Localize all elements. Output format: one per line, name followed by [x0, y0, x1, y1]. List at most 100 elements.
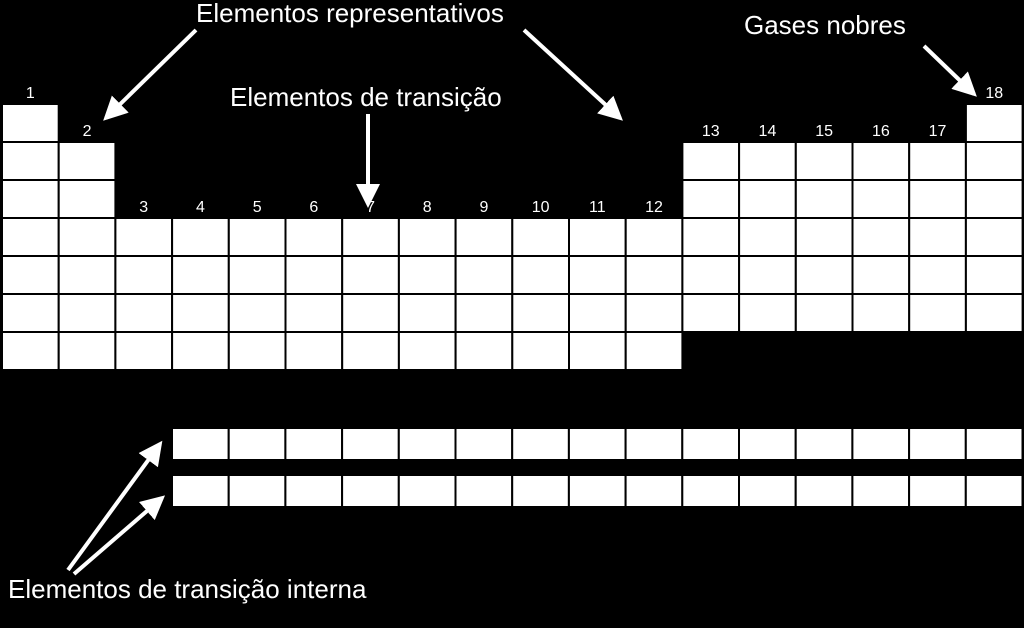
- table-cell: [59, 218, 116, 256]
- table-cell: [853, 142, 910, 180]
- group-number-label: 11: [589, 199, 606, 216]
- table-cell: [796, 294, 853, 332]
- table-cell: [59, 256, 116, 294]
- table-cell: [966, 294, 1023, 332]
- table-cell: [229, 294, 286, 332]
- table-cell: [399, 256, 456, 294]
- group-number-label: 13: [702, 123, 720, 140]
- fblock-cell: [739, 475, 796, 507]
- fblock-cell: [399, 475, 456, 507]
- table-cell: [456, 332, 513, 370]
- table-cell: [966, 104, 1023, 142]
- table-cell: [682, 294, 739, 332]
- table-cell: [512, 218, 569, 256]
- group-number-label: 17: [929, 123, 947, 140]
- fblock-cell: [796, 475, 853, 507]
- table-cell: [59, 142, 116, 180]
- table-cell: [59, 294, 116, 332]
- label-transicao: Elementos de transição: [230, 82, 502, 112]
- fblock-cell: [285, 475, 342, 507]
- table-cell: [286, 218, 343, 256]
- table-cell: [229, 218, 286, 256]
- table-cell: [2, 332, 59, 370]
- table-cell: [853, 294, 910, 332]
- label-nobres: Gases nobres: [744, 10, 906, 40]
- table-cell: [853, 180, 910, 218]
- fblock-cell: [512, 428, 569, 460]
- group-number-label: 14: [759, 123, 777, 140]
- table-cell: [172, 294, 229, 332]
- table-cell: [853, 218, 910, 256]
- table-cell: [739, 294, 796, 332]
- table-cell: [456, 218, 513, 256]
- table-cell: [456, 294, 513, 332]
- table-cell: [229, 332, 286, 370]
- table-cell: [739, 218, 796, 256]
- group-number-label: 2: [83, 123, 92, 140]
- table-cell: [739, 256, 796, 294]
- table-cell: [739, 142, 796, 180]
- fblock-cell: [172, 475, 229, 507]
- table-cell: [909, 142, 966, 180]
- group-number-label: 9: [479, 199, 488, 216]
- table-cell: [342, 294, 399, 332]
- table-cell: [456, 256, 513, 294]
- group-number-label: 3: [139, 199, 148, 216]
- label-transicao-interna: Elementos de transição interna: [8, 574, 367, 604]
- table-cell: [739, 180, 796, 218]
- fblock-cell: [852, 428, 909, 460]
- table-cell: [569, 256, 626, 294]
- fblock-cell: [172, 428, 229, 460]
- table-cell: [626, 332, 683, 370]
- table-cell: [399, 332, 456, 370]
- fblock-cell: [682, 475, 739, 507]
- table-cell: [115, 332, 172, 370]
- fblock-cell: [682, 428, 739, 460]
- table-cell: [909, 256, 966, 294]
- table-cell: [2, 142, 59, 180]
- table-cell: [172, 256, 229, 294]
- table-cell: [399, 218, 456, 256]
- table-cell: [229, 256, 286, 294]
- fblock-cell: [796, 428, 853, 460]
- fblock-cell: [569, 428, 626, 460]
- group-number-label: 5: [253, 199, 262, 216]
- table-cell: [682, 180, 739, 218]
- fblock-cell: [229, 428, 286, 460]
- table-cell: [569, 332, 626, 370]
- table-cell: [966, 256, 1023, 294]
- table-cell: [796, 142, 853, 180]
- table-cell: [682, 256, 739, 294]
- table-cell: [909, 218, 966, 256]
- fblock-cell: [456, 428, 513, 460]
- table-cell: [2, 104, 59, 142]
- table-cell: [569, 294, 626, 332]
- fblock-cell: [229, 475, 286, 507]
- table-cell: [909, 294, 966, 332]
- fblock-cell: [626, 428, 683, 460]
- fblock-cell: [569, 475, 626, 507]
- table-cell: [286, 332, 343, 370]
- table-cell: [286, 256, 343, 294]
- group-number-label: 16: [872, 123, 890, 140]
- fblock-cell: [852, 475, 909, 507]
- group-number-label: 6: [309, 199, 318, 216]
- table-cell: [796, 180, 853, 218]
- fblock-cell: [456, 475, 513, 507]
- group-number-label: 8: [423, 199, 432, 216]
- table-cell: [2, 218, 59, 256]
- group-number-label: 12: [645, 199, 663, 216]
- table-cell: [115, 294, 172, 332]
- table-cell: [286, 294, 343, 332]
- group-number-label: 15: [815, 123, 833, 140]
- table-cell: [966, 180, 1023, 218]
- table-cell: [512, 256, 569, 294]
- fblock-cell: [342, 475, 399, 507]
- fblock-cell: [626, 475, 683, 507]
- fblock-cell: [966, 428, 1023, 460]
- fblock-cell: [739, 428, 796, 460]
- table-cell: [172, 332, 229, 370]
- fblock-cell: [285, 428, 342, 460]
- table-cell: [796, 256, 853, 294]
- table-cell: [59, 332, 116, 370]
